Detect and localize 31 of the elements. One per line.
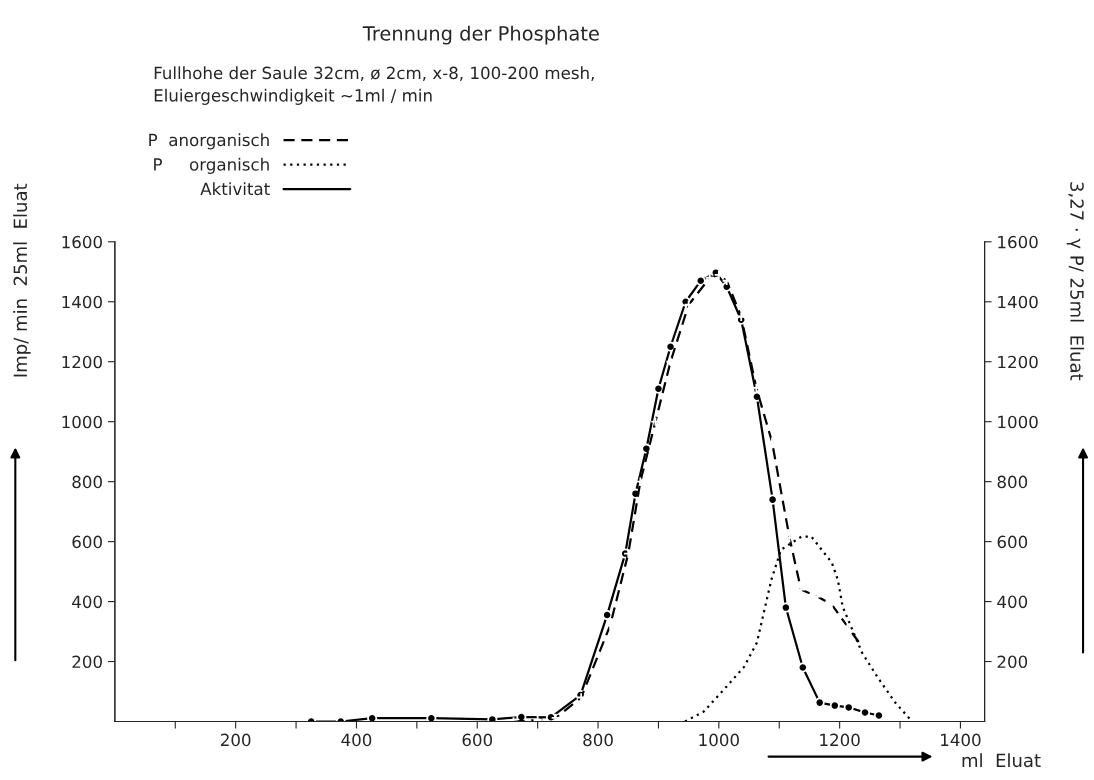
chart-title: Trennung der Phosphate [362,25,599,45]
legend-label: P organisch [154,157,269,174]
y2-tick-label: 800 [997,475,1028,489]
legend-label: P anorganisch [149,133,269,150]
y-tick-label: 1400 [62,295,102,309]
y2-tick-label: 1400 [998,295,1038,309]
y-tick-label: 800 [72,475,102,489]
x-tick-label: 800 [583,733,613,747]
y-tick-label: 400 [72,595,102,609]
y-tick-label: 600 [72,535,102,549]
x-tick-label: 1000 [699,733,739,747]
y2-tick-label: 1000 [998,415,1038,429]
x-tick-label: 1400 [941,733,981,747]
y2-tick-label: 400 [997,595,1028,609]
y2-tick-label: 600 [997,535,1028,549]
y2-tick-label: 1600 [998,235,1038,249]
x-tick-label: 1200 [820,733,860,747]
x-tick-label: 400 [341,733,372,747]
y-tick-label: 1200 [62,355,102,369]
x-axis-title: ml Eluat [962,753,1041,768]
y2-tick-label: 200 [997,655,1028,669]
chart-subtitle: Fullhohe der Saule 32cm, ø 2cm, x-8, 100-200 mesh, Eluiergeschwindigkeit ~1ml / min [154,66,594,105]
y2-tick-label: 1200 [998,355,1038,369]
x-tick-label: 600 [462,733,493,747]
y-tick-label: 1600 [62,235,102,249]
y-tick-label: 200 [72,655,102,669]
x-tick-label: 200 [220,733,251,747]
y-axis-title: Imp/ min 25ml Eluat [13,183,31,377]
legend-label: Aktivitat [200,182,270,196]
y-tick-label: 1000 [62,415,102,429]
y2-axis-title: 3,27 · γ P/ 25ml Eluat [1066,182,1085,381]
